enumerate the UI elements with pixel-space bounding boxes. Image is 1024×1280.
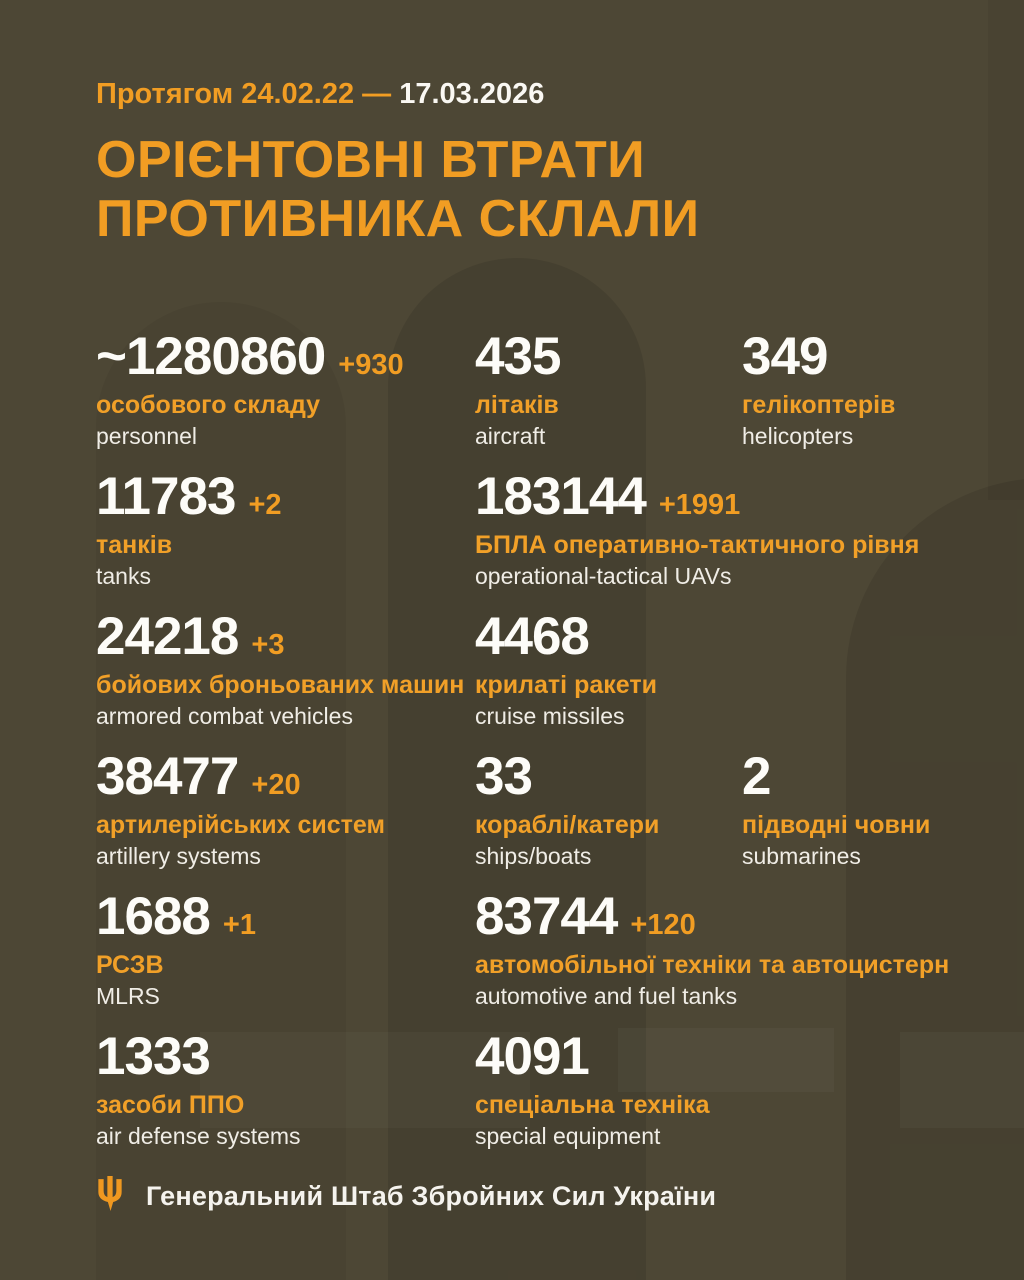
- stat-label-en: tanks: [96, 562, 151, 589]
- page-title: ОРІЄНТОВНІ ВТРАТИ ПРОТИВНИКА СКЛАЛИ: [96, 131, 700, 249]
- stat-label-en: operational-tactical UAVs: [475, 562, 732, 589]
- stat-cruise-missiles: 4468 крилаті ракети cruise missiles: [475, 607, 1024, 729]
- stat-delta: +930: [338, 349, 404, 381]
- stat-label-uk: кораблі/катери: [475, 811, 660, 840]
- stat-label-en: personnel: [96, 422, 198, 449]
- stat-label-uk: особового складу: [96, 391, 321, 420]
- stat-value: 4468: [475, 607, 590, 666]
- stat-uavs: 183144 +1991 БПЛА оперативно-тактичного р…: [475, 467, 1024, 589]
- stat-vehicles-fuel-tanks: 83744 +120 автомобільної техніки та автоц…: [475, 887, 1024, 1009]
- stat-value: 11783: [96, 467, 236, 526]
- stat-value: 183144: [475, 467, 647, 526]
- watermark-shade: [988, 0, 1024, 500]
- header: Протягом 24.02.22 — 17.03.2026 ОРІЄНТОВН…: [96, 78, 700, 249]
- stat-value: ~1280860: [96, 327, 326, 386]
- stat-label-en: air defense systems: [96, 1122, 301, 1149]
- stat-helicopters: 349 гелікоптерів helicopters: [742, 327, 1024, 449]
- stat-value: 33: [475, 747, 533, 806]
- stat-mlrs: 1688 +1 РСЗВ MLRS: [96, 887, 475, 1009]
- stat-submarines: 2 підводні човни submarines: [742, 747, 1024, 869]
- stat-label-en: aircraft: [475, 422, 546, 449]
- stat-value: 2: [742, 747, 772, 806]
- stat-delta: +2: [248, 489, 282, 521]
- stat-label-uk: РСЗВ: [96, 951, 164, 980]
- stat-armored-vehicles: 24218 +3 бойових броньованих машин armore…: [96, 607, 475, 729]
- stat-delta: +20: [251, 769, 301, 801]
- stat-value: 1688: [96, 887, 211, 946]
- stat-value: 1333: [96, 1027, 211, 1086]
- stat-label-uk: БПЛА оперативно-тактичного рівня: [475, 531, 920, 560]
- stat-artillery: 38477 +20 артилерійських систем artillery…: [96, 747, 475, 869]
- report-period: Протягом 24.02.22 — 17.03.2026: [96, 78, 700, 111]
- stat-aircraft: 435 літаків aircraft: [475, 327, 742, 449]
- losses-grid: ~1280860 +930 особового складу personnel …: [96, 327, 1024, 1170]
- watermark-trident-left-prong: [96, 302, 346, 1280]
- stat-tanks: 11783 +2 танків tanks: [96, 467, 475, 589]
- watermark-trident-middle-prong: [388, 258, 646, 1280]
- stat-special-equipment: 4091 спеціальна техніка special equipmen…: [475, 1027, 1024, 1149]
- stat-label-en: ships/boats: [475, 842, 592, 869]
- stat-label-en: automotive and fuel tanks: [475, 982, 738, 1009]
- stat-label-uk: засоби ППО: [96, 1091, 245, 1120]
- stat-label-uk: бойових броньованих машин: [96, 671, 465, 700]
- title-line-1: ОРІЄНТОВНІ ВТРАТИ: [96, 131, 646, 189]
- stat-value: 38477: [96, 747, 239, 806]
- stat-label-uk: автомобільної техніки та автоцистерн: [475, 951, 950, 980]
- stat-label-en: MLRS: [96, 982, 160, 1009]
- tryzub-trident-icon: [96, 1176, 124, 1217]
- stat-personnel: ~1280860 +930 особового складу personnel: [96, 327, 475, 449]
- stat-label-uk: танків: [96, 531, 173, 560]
- stat-air-defense: 1333 засоби ППО air defense systems: [96, 1027, 475, 1149]
- stat-label-uk: спеціальна техніка: [475, 1091, 710, 1120]
- stat-label-uk: артилерійських систем: [96, 811, 385, 840]
- organization-name: Генеральний Штаб Збройних Сил України: [146, 1181, 717, 1211]
- stat-delta: +1991: [658, 489, 741, 521]
- stat-value: 24218: [96, 607, 239, 666]
- watermark-trident-right-prong: [846, 478, 1024, 1280]
- stat-delta: +120: [630, 909, 696, 941]
- title-line-2: ПРОТИВНИКА СКЛАЛИ: [96, 189, 700, 248]
- stat-delta: +1: [222, 909, 256, 941]
- stat-label-uk: літаків: [475, 391, 559, 420]
- stat-label-uk: крилаті ракети: [475, 671, 657, 700]
- period-prefix: Протягом 24.02.22 —: [96, 78, 392, 110]
- stat-label-en: submarines: [742, 842, 861, 869]
- stat-value: 349: [742, 327, 828, 386]
- stat-ships: 33 кораблі/катери ships/boats: [475, 747, 742, 869]
- stat-delta: +3: [251, 629, 285, 661]
- stat-label-en: helicopters: [742, 422, 854, 449]
- stat-label-en: artillery systems: [96, 842, 261, 869]
- stat-label-en: armored combat vehicles: [96, 702, 353, 729]
- stat-label-uk: підводні човни: [742, 811, 931, 840]
- stat-value: 4091: [475, 1027, 590, 1086]
- report-date: 17.03.2026: [399, 78, 545, 110]
- stat-value: 83744: [475, 887, 618, 946]
- stat-value: 435: [475, 327, 561, 386]
- stat-label-en: special equipment: [475, 1122, 661, 1149]
- stat-label-uk: гелікоптерів: [742, 391, 896, 420]
- footer: Генеральний Штаб Збройних Сил України: [96, 1176, 716, 1217]
- stat-label-en: cruise missiles: [475, 702, 625, 729]
